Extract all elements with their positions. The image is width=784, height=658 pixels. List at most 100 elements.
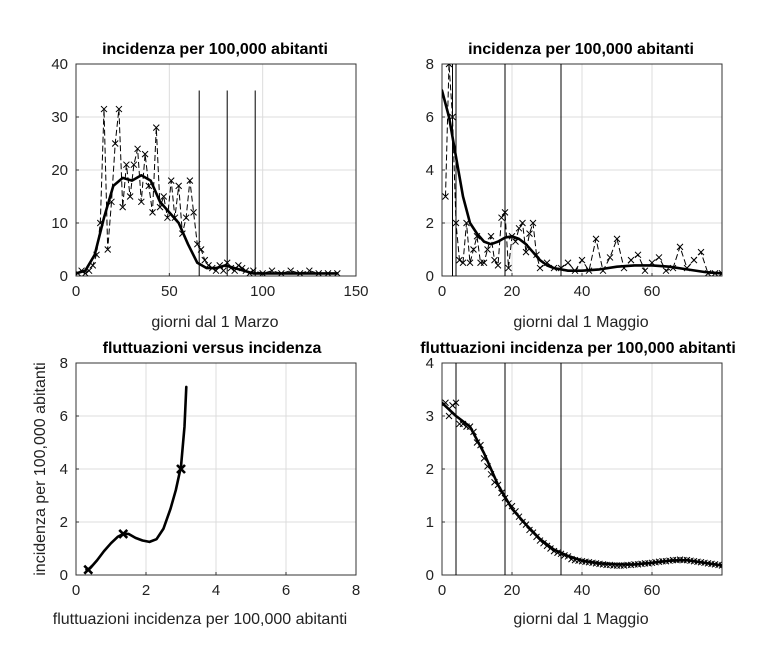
plot-area	[442, 64, 722, 276]
series-line-smoothed	[442, 89, 722, 275]
data-point-marker	[111, 140, 119, 147]
data-point-marker	[164, 214, 171, 222]
series-line-smoothed	[442, 401, 722, 567]
data-point-marker	[137, 198, 145, 206]
x-axis-label: giorni dal 1 Maggio	[513, 314, 648, 331]
series-line-daily	[77, 109, 338, 275]
data-point-marker	[134, 145, 141, 153]
data-point-marker	[697, 248, 705, 256]
panel-bottom-left: fluttuazioni versus incidenza fluttuazio…	[32, 340, 360, 628]
y-tick-label: 0	[60, 567, 68, 584]
data-point-marker	[445, 412, 453, 420]
y-tick-label: 40	[51, 56, 68, 73]
y-tick-label: 6	[60, 408, 68, 425]
data-point-marker	[197, 246, 205, 253]
data-point-marker	[536, 264, 544, 272]
plot-area	[76, 90, 341, 276]
data-point-marker	[119, 203, 127, 211]
data-point-marker	[641, 267, 649, 275]
y-tick-label: 4	[426, 355, 434, 372]
data-point-marker	[201, 256, 209, 264]
data-point-marker	[123, 161, 130, 169]
data-point-marker	[442, 193, 449, 200]
y-tick-label: 3	[426, 408, 434, 425]
data-point-marker	[456, 256, 463, 264]
data-point-marker	[501, 209, 509, 216]
x-tick-label: 2	[142, 582, 150, 599]
data-point-marker	[519, 219, 526, 227]
x-tick-label: 4	[212, 582, 220, 599]
data-point-marker	[515, 224, 523, 232]
data-point-marker	[466, 259, 474, 267]
data-point-marker	[152, 124, 160, 131]
data-point-marker	[634, 251, 642, 259]
x-tick-label: 150	[343, 283, 368, 300]
data-point-marker	[522, 248, 530, 256]
series-line-smoothed	[85, 385, 188, 572]
data-point-marker	[655, 254, 663, 261]
data-point-marker	[718, 562, 722, 569]
x-tick-label: 60	[644, 283, 661, 300]
y-tick-label: 30	[51, 109, 68, 126]
data-point-marker	[149, 209, 156, 216]
x-axis-label: giorni dal 1 Maggio	[513, 611, 648, 628]
y-tick-label: 20	[51, 162, 68, 179]
x-tick-label: 60	[644, 582, 661, 599]
data-point-marker	[592, 235, 600, 243]
data-point-marker	[104, 246, 112, 253]
title: incidenza per 100,000 abitanti	[102, 41, 328, 58]
plot-area	[442, 363, 722, 575]
y-tick-label: 0	[426, 567, 434, 584]
x-tick-label: 8	[352, 582, 360, 599]
panel-top-right: incidenza per 100,000 abitanti giorni da…	[426, 41, 723, 331]
data-point-marker	[141, 150, 149, 158]
data-point-marker	[445, 64, 453, 68]
title: fluttuazioni versus incidenza	[103, 340, 322, 357]
y-tick-label: 8	[426, 56, 434, 73]
data-point-marker	[498, 214, 505, 222]
data-point-marker	[190, 209, 197, 216]
y-tick-label: 0	[60, 268, 68, 285]
x-tick-label: 40	[574, 283, 591, 300]
data-point-marker	[449, 402, 456, 409]
y-tick-label: 2	[60, 514, 68, 531]
data-point-marker	[480, 259, 488, 267]
plot-area	[83, 385, 188, 575]
x-tick-label: 0	[438, 582, 446, 599]
y-tick-label: 2	[426, 215, 434, 232]
x-axis-label: fluttuazioni incidenza per 100,000 abita…	[53, 611, 347, 628]
data-point-marker	[176, 464, 186, 474]
data-point-marker	[484, 246, 491, 253]
data-point-marker	[505, 264, 512, 272]
data-point-marker	[718, 269, 722, 276]
data-point-marker	[578, 256, 586, 264]
data-point-marker	[130, 161, 138, 169]
x-tick-label: 50	[161, 283, 178, 300]
data-point-marker	[160, 193, 168, 200]
title: incidenza per 100,000 abitanti	[468, 41, 694, 58]
data-point-marker	[487, 232, 495, 240]
data-point-marker	[220, 267, 227, 275]
data-point-marker	[175, 182, 183, 190]
data-point-marker	[491, 256, 498, 264]
x-tick-label: 6	[282, 582, 290, 599]
data-point-marker	[613, 235, 621, 243]
x-tick-label: 40	[574, 582, 591, 599]
y-tick-label: 6	[426, 109, 434, 126]
data-point-marker	[126, 193, 134, 200]
data-point-marker	[118, 529, 129, 539]
data-point-marker	[186, 177, 194, 184]
data-point-marker	[115, 105, 123, 113]
x-tick-label: 100	[250, 283, 275, 300]
data-point-marker	[452, 219, 460, 227]
data-point-marker	[100, 105, 108, 113]
data-point-marker	[529, 219, 537, 227]
data-point-marker	[662, 267, 670, 275]
x-tick-label: 20	[504, 582, 521, 599]
series-line-daily	[445, 64, 722, 274]
y-tick-label: 10	[51, 215, 68, 232]
x-tick-label: 0	[438, 283, 446, 300]
x-tick-label: 0	[72, 582, 80, 599]
x-axis-label: giorni dal 1 Marzo	[151, 314, 278, 331]
